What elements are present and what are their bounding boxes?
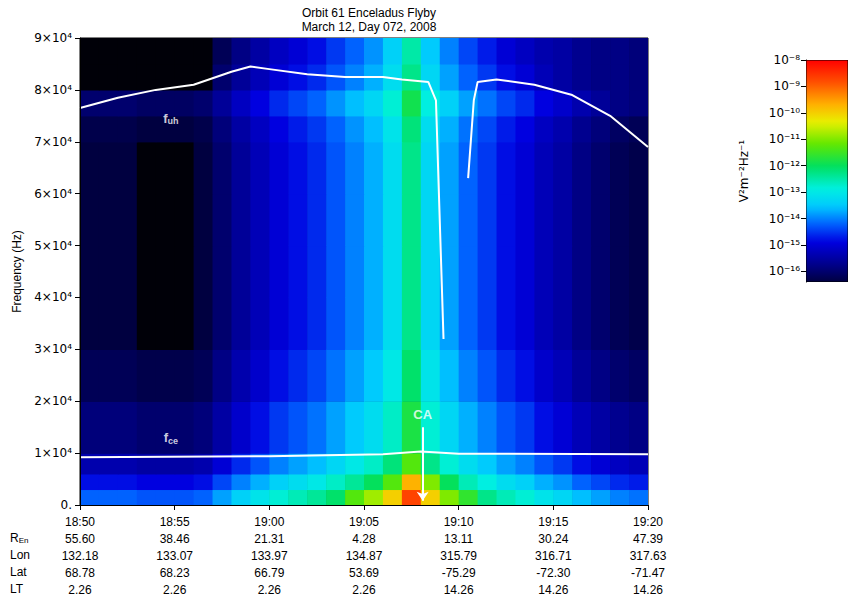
svg-text:10⁻¹⁴: 10⁻¹⁴	[769, 212, 800, 226]
svg-text:2.26: 2.26	[68, 583, 92, 597]
svg-text:Orbit 61 Enceladus Flyby: Orbit 61 Enceladus Flyby	[302, 6, 436, 20]
svg-text:4×10⁴: 4×10⁴	[34, 290, 72, 304]
svg-text:13.11: 13.11	[444, 532, 473, 546]
svg-text:6×10⁴: 6×10⁴	[34, 187, 72, 201]
svg-text:CA: CA	[413, 407, 432, 422]
svg-text:19:15: 19:15	[538, 515, 568, 529]
svg-text:1×10⁴: 1×10⁴	[34, 446, 72, 460]
svg-text:47.39: 47.39	[633, 532, 663, 546]
svg-text:0.: 0.	[61, 498, 72, 512]
svg-text:2.26: 2.26	[352, 583, 376, 597]
svg-text:R: R	[10, 531, 19, 545]
svg-text:66.79: 66.79	[254, 566, 284, 580]
svg-text:3×10⁴: 3×10⁴	[34, 342, 72, 356]
svg-text:Lon: Lon	[10, 548, 30, 562]
svg-text:LT: LT	[10, 582, 24, 596]
svg-text:14.26: 14.26	[538, 583, 568, 597]
svg-text:f: f	[163, 430, 168, 445]
svg-text:10⁻⁸: 10⁻⁸	[774, 53, 801, 67]
svg-text:19:05: 19:05	[349, 515, 379, 529]
svg-text:14.26: 14.26	[633, 583, 663, 597]
svg-text:10⁻¹²: 10⁻¹²	[769, 159, 800, 173]
svg-text:14.26: 14.26	[444, 583, 474, 597]
svg-text:30.24: 30.24	[538, 532, 568, 546]
svg-text:316.71: 316.71	[535, 549, 572, 563]
svg-text:En: En	[19, 536, 29, 545]
svg-text:133.97: 133.97	[251, 549, 288, 563]
svg-text:10⁻¹⁵: 10⁻¹⁵	[769, 238, 800, 252]
svg-text:ce: ce	[168, 436, 178, 446]
svg-text:10⁻¹³: 10⁻¹³	[769, 185, 800, 199]
svg-text:19:20: 19:20	[633, 515, 663, 529]
svg-text:4.28: 4.28	[352, 532, 376, 546]
svg-text:uh: uh	[168, 116, 179, 126]
svg-text:10⁻⁹: 10⁻⁹	[774, 79, 801, 93]
svg-text:315.79: 315.79	[440, 549, 477, 563]
svg-text:68.23: 68.23	[160, 566, 190, 580]
svg-text:8×10⁴: 8×10⁴	[34, 83, 72, 97]
svg-text:9×10⁴: 9×10⁴	[34, 31, 72, 45]
svg-text:2.26: 2.26	[163, 583, 187, 597]
svg-text:10⁻¹⁶: 10⁻¹⁶	[769, 264, 800, 278]
svg-text:19:10: 19:10	[444, 515, 474, 529]
svg-text:-75.29: -75.29	[442, 566, 476, 580]
svg-text:2×10⁴: 2×10⁴	[34, 394, 72, 408]
svg-text:134.87: 134.87	[346, 549, 383, 563]
svg-text:55.60: 55.60	[65, 532, 95, 546]
svg-text:7×10⁴: 7×10⁴	[34, 135, 72, 149]
svg-text:317.63: 317.63	[630, 549, 667, 563]
svg-text:132.18: 132.18	[62, 549, 99, 563]
svg-text:38.46: 38.46	[160, 532, 190, 546]
svg-text:Lat: Lat	[10, 565, 27, 579]
svg-text:10⁻¹⁰: 10⁻¹⁰	[769, 106, 800, 120]
svg-text:-72.30: -72.30	[536, 566, 570, 580]
svg-text:Frequency (Hz): Frequency (Hz)	[10, 230, 24, 313]
svg-text:10⁻¹¹: 10⁻¹¹	[769, 132, 800, 146]
svg-text:-71.47: -71.47	[631, 566, 665, 580]
svg-text:21.31: 21.31	[254, 532, 284, 546]
svg-text:5×10⁴: 5×10⁴	[34, 239, 72, 253]
svg-text:f: f	[163, 110, 168, 126]
svg-text:2.26: 2.26	[258, 583, 282, 597]
svg-text:53.69: 53.69	[349, 566, 379, 580]
svg-text:18:50: 18:50	[65, 515, 95, 529]
svg-text:19:00: 19:00	[254, 515, 284, 529]
svg-text:V²m⁻²Hz⁻¹: V²m⁻²Hz⁻¹	[737, 140, 751, 203]
svg-text:18:55: 18:55	[160, 515, 190, 529]
svg-text:68.78: 68.78	[65, 566, 95, 580]
svg-text:133.07: 133.07	[156, 549, 193, 563]
svg-text:March 12, Day 072, 2008: March 12, Day 072, 2008	[302, 20, 437, 34]
